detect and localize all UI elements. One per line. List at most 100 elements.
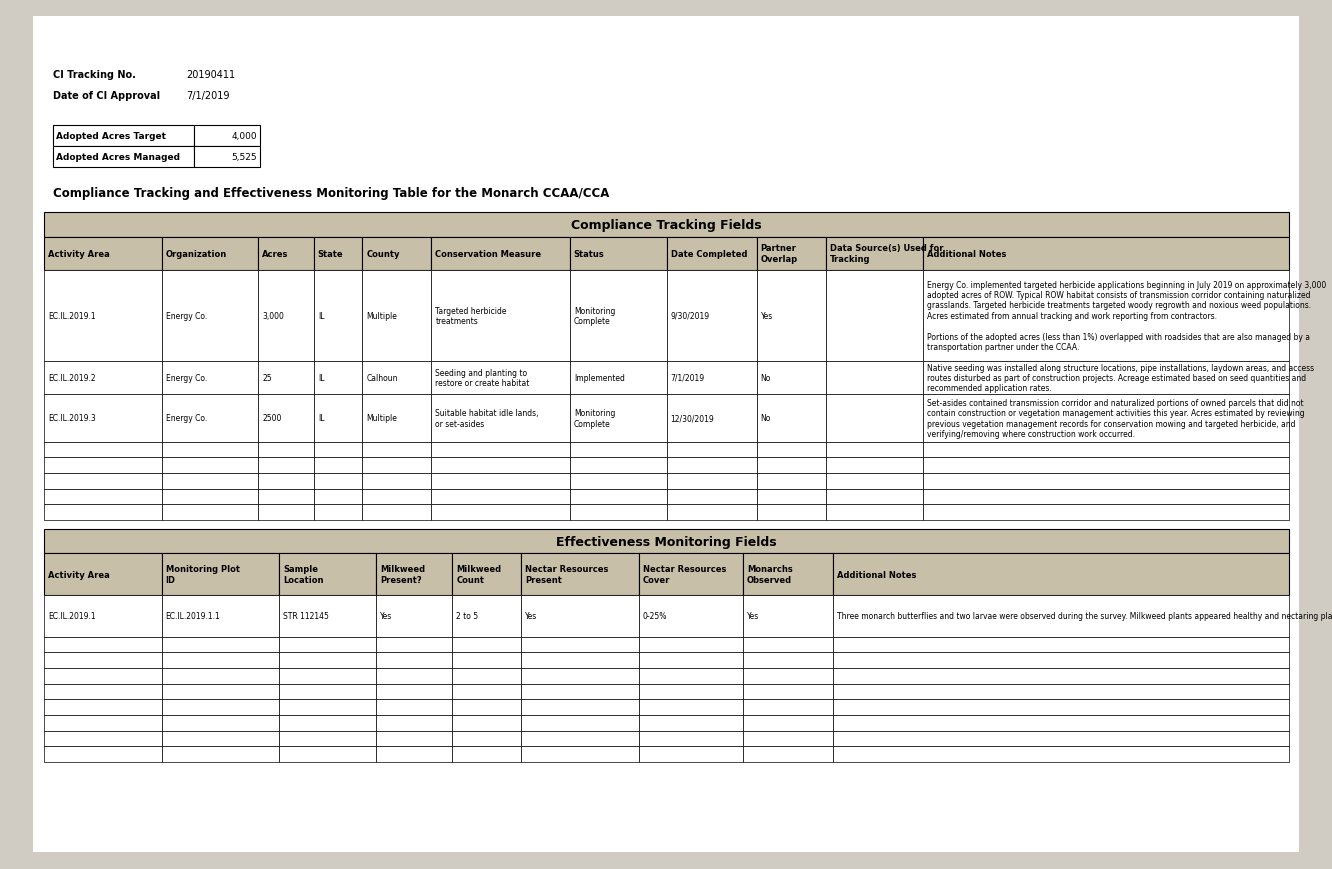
Text: Monitoring
Complete: Monitoring Complete xyxy=(574,306,615,326)
Text: Targeted herbicide
treatments: Targeted herbicide treatments xyxy=(436,306,507,326)
Bar xyxy=(452,684,521,700)
Bar xyxy=(432,505,570,521)
Bar xyxy=(570,362,667,395)
Bar xyxy=(362,474,432,489)
Text: Additional Notes: Additional Notes xyxy=(927,249,1006,258)
Bar xyxy=(280,684,376,700)
Bar xyxy=(570,474,667,489)
Bar xyxy=(280,637,376,653)
Bar xyxy=(570,505,667,521)
Bar xyxy=(667,489,757,505)
Text: Effectiveness Monitoring Fields: Effectiveness Monitoring Fields xyxy=(557,535,777,547)
Bar xyxy=(44,270,161,362)
Bar xyxy=(161,395,258,442)
Bar xyxy=(193,126,260,147)
Text: Yes: Yes xyxy=(761,311,773,321)
Text: Calhoun: Calhoun xyxy=(366,374,398,382)
Text: No: No xyxy=(761,374,771,382)
Text: Set-asides contained transmission corridor and naturalized portions of owned par: Set-asides contained transmission corrid… xyxy=(927,398,1304,439)
Bar xyxy=(161,237,258,270)
Bar xyxy=(743,700,832,715)
Bar xyxy=(432,458,570,474)
Bar xyxy=(280,715,376,731)
Bar xyxy=(832,684,1289,700)
Text: EC.IL.2019.2: EC.IL.2019.2 xyxy=(48,374,96,382)
Bar xyxy=(362,458,432,474)
Bar xyxy=(639,746,743,762)
Bar xyxy=(667,395,757,442)
Bar xyxy=(432,237,570,270)
Bar xyxy=(314,442,362,458)
Bar xyxy=(376,653,452,668)
Text: EC.IL.2019.1.1: EC.IL.2019.1.1 xyxy=(165,612,220,620)
Bar xyxy=(161,668,280,684)
Bar xyxy=(161,442,258,458)
Bar xyxy=(314,362,362,395)
Bar xyxy=(314,458,362,474)
Bar xyxy=(280,653,376,668)
Text: Adopted Acres Managed: Adopted Acres Managed xyxy=(56,153,180,162)
Bar xyxy=(832,637,1289,653)
Bar xyxy=(743,595,832,637)
Bar xyxy=(639,637,743,653)
Bar xyxy=(570,458,667,474)
Bar xyxy=(521,700,639,715)
Bar xyxy=(923,270,1289,362)
Bar xyxy=(44,653,161,668)
Text: CI Tracking No.: CI Tracking No. xyxy=(53,70,136,79)
Bar xyxy=(161,637,280,653)
Bar xyxy=(452,637,521,653)
Bar xyxy=(570,270,667,362)
Bar xyxy=(832,746,1289,762)
Bar xyxy=(432,270,570,362)
Bar xyxy=(923,442,1289,458)
Bar xyxy=(161,489,258,505)
Text: Acres: Acres xyxy=(262,249,289,258)
Bar xyxy=(362,442,432,458)
Text: Three monarch butterflies and two larvae were observed during the survey. Milkwe: Three monarch butterflies and two larvae… xyxy=(836,612,1332,620)
Bar xyxy=(432,474,570,489)
Text: Implemented: Implemented xyxy=(574,374,625,382)
Bar xyxy=(161,270,258,362)
Bar xyxy=(161,746,280,762)
Text: County: County xyxy=(366,249,400,258)
Text: Date of CI Approval: Date of CI Approval xyxy=(53,91,160,101)
Bar xyxy=(743,653,832,668)
Text: 20190411: 20190411 xyxy=(186,70,236,79)
Bar xyxy=(570,442,667,458)
Bar xyxy=(832,595,1289,637)
Bar xyxy=(258,237,314,270)
Bar xyxy=(639,595,743,637)
Bar xyxy=(639,731,743,746)
Bar xyxy=(826,362,923,395)
Bar xyxy=(376,637,452,653)
Bar xyxy=(258,505,314,521)
Text: 25: 25 xyxy=(262,374,272,382)
Text: Milkweed
Present?: Milkweed Present? xyxy=(380,565,425,584)
Bar xyxy=(452,595,521,637)
Bar xyxy=(280,668,376,684)
Bar xyxy=(161,474,258,489)
Text: EC.IL.2019.1: EC.IL.2019.1 xyxy=(48,612,96,620)
Text: Activity Area: Activity Area xyxy=(48,249,109,258)
Bar xyxy=(757,237,826,270)
Bar xyxy=(280,731,376,746)
Bar xyxy=(923,458,1289,474)
Text: Energy Co.: Energy Co. xyxy=(165,374,206,382)
Bar xyxy=(314,489,362,505)
Text: Nectar Resources
Cover: Nectar Resources Cover xyxy=(643,565,726,584)
Bar xyxy=(161,595,280,637)
Bar xyxy=(280,595,376,637)
Bar xyxy=(521,653,639,668)
Bar xyxy=(432,442,570,458)
Bar xyxy=(44,474,161,489)
Bar xyxy=(521,746,639,762)
Bar xyxy=(258,474,314,489)
Bar xyxy=(832,653,1289,668)
Bar xyxy=(923,505,1289,521)
Text: 9/30/2019: 9/30/2019 xyxy=(671,311,710,321)
Text: Suitable habitat idle lands,
or set-asides: Suitable habitat idle lands, or set-asid… xyxy=(436,408,539,428)
Text: Conservation Measure: Conservation Measure xyxy=(436,249,542,258)
Bar xyxy=(667,362,757,395)
Bar xyxy=(667,458,757,474)
